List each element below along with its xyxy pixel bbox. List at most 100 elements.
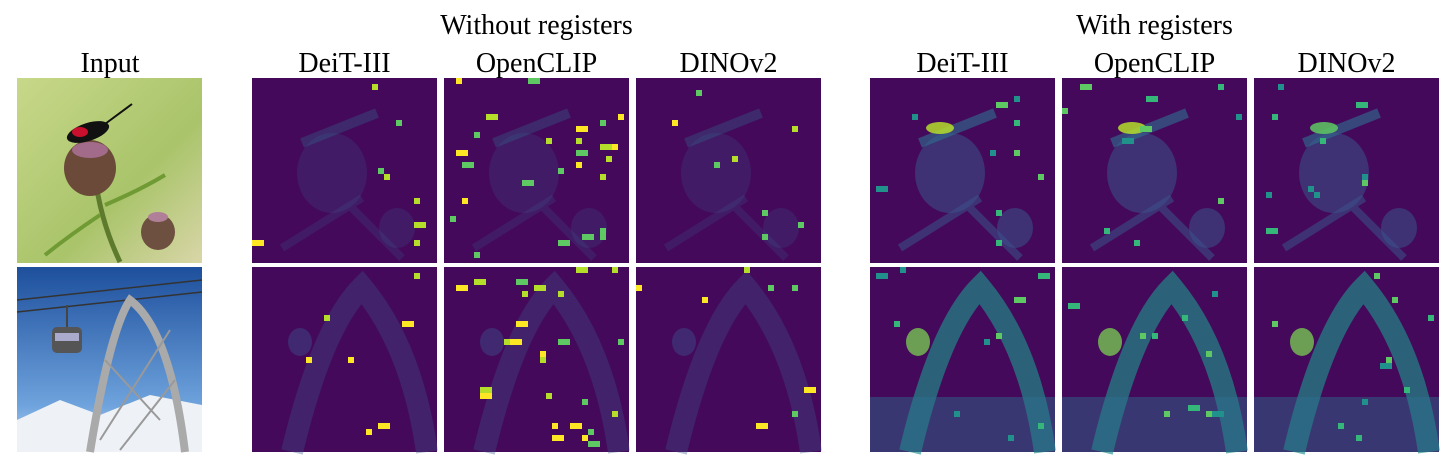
attention-map xyxy=(1254,78,1439,263)
map-patch xyxy=(372,84,378,90)
map-patch xyxy=(516,279,528,285)
map-patch xyxy=(600,120,606,126)
map-patch xyxy=(588,429,594,435)
map-patch xyxy=(1308,186,1314,192)
map-patch xyxy=(714,162,720,168)
map-feature xyxy=(672,328,696,356)
map-patch xyxy=(1362,174,1368,180)
map-patch xyxy=(1146,96,1158,102)
map-feature xyxy=(473,270,630,455)
group-title: With registers xyxy=(1076,10,1233,41)
map-patch xyxy=(600,234,606,240)
map-patch xyxy=(1140,333,1146,339)
map-patch xyxy=(762,210,768,216)
map-feature xyxy=(1381,208,1417,248)
map-feature xyxy=(897,194,1023,261)
map-patch xyxy=(876,273,888,279)
map-feature xyxy=(997,208,1033,248)
map-patch xyxy=(384,174,390,180)
column-label: DeiT-III xyxy=(916,48,1008,79)
map-patch xyxy=(1392,297,1398,303)
map-patch xyxy=(1272,321,1278,327)
map-patch xyxy=(546,393,552,399)
column-label: DINOv2 xyxy=(1298,48,1396,79)
map-patch xyxy=(1080,84,1092,90)
map-patch xyxy=(1164,411,1170,417)
map-feature xyxy=(665,270,822,455)
map-patch xyxy=(558,339,570,345)
map-patch xyxy=(1038,423,1044,429)
map-patch xyxy=(1104,228,1110,234)
map-patch xyxy=(798,222,804,228)
map-patch xyxy=(762,234,768,240)
map-patch xyxy=(480,393,492,399)
map-patch xyxy=(402,321,414,327)
map-feature xyxy=(571,208,607,248)
attention-map xyxy=(636,78,821,263)
map-patch xyxy=(1206,351,1212,357)
map-feature xyxy=(1283,270,1440,455)
map-feature xyxy=(1091,270,1248,455)
map-patch xyxy=(702,297,708,303)
map-patch xyxy=(1152,333,1158,339)
map-patch xyxy=(606,156,612,162)
map-patch xyxy=(348,357,354,363)
map-feature xyxy=(288,328,312,356)
map-patch xyxy=(1014,150,1020,156)
attention-map xyxy=(252,267,438,455)
map-feature xyxy=(684,108,763,148)
map-patch xyxy=(558,168,564,174)
map-bg xyxy=(636,267,821,452)
map-patch xyxy=(996,240,1002,246)
map-patch xyxy=(1014,297,1026,303)
map-patch xyxy=(900,267,906,273)
map-patch xyxy=(366,429,372,435)
attention-map xyxy=(1062,78,1247,263)
column-label: OpenCLIP xyxy=(476,48,597,79)
map-feature xyxy=(279,194,405,261)
map-feature xyxy=(1062,397,1247,452)
map-patch xyxy=(378,168,384,174)
map-patch xyxy=(1218,84,1224,90)
map-patch xyxy=(600,174,606,180)
map-patch xyxy=(414,222,426,228)
map-patch xyxy=(804,387,816,393)
map-patch xyxy=(1380,363,1392,369)
group-title: Without registers xyxy=(440,10,633,41)
map-patch xyxy=(324,315,330,321)
map-patch xyxy=(486,114,498,120)
attention-map xyxy=(252,78,437,263)
map-patch xyxy=(252,240,264,246)
map-feature xyxy=(899,270,1056,455)
map-patch xyxy=(792,411,798,417)
map-patch xyxy=(756,423,768,429)
map-patch xyxy=(1134,240,1140,246)
map-patch xyxy=(636,285,642,291)
map-patch xyxy=(1212,411,1224,417)
attention-map xyxy=(1254,267,1440,455)
map-patch xyxy=(576,162,582,168)
map-patch xyxy=(1356,435,1362,441)
map-patch xyxy=(732,156,738,162)
column-label: OpenCLIP xyxy=(1094,48,1215,79)
map-bg xyxy=(252,78,437,263)
map-patch xyxy=(618,114,624,120)
map-patch xyxy=(1362,399,1368,405)
map-patch xyxy=(546,138,552,144)
map-feature xyxy=(663,194,789,261)
map-patch xyxy=(582,435,588,441)
map-patch xyxy=(576,138,582,144)
map-patch xyxy=(1404,387,1410,393)
map-feature xyxy=(1310,122,1338,134)
map-patch xyxy=(474,252,480,258)
map-patch xyxy=(894,321,900,327)
map-patch xyxy=(1008,435,1014,441)
map-patch xyxy=(480,387,492,393)
map-patch xyxy=(558,291,564,297)
map-patch xyxy=(1182,315,1188,321)
map-feature xyxy=(906,328,930,356)
input-image xyxy=(17,78,202,264)
map-patch xyxy=(672,120,678,126)
map-feature xyxy=(1098,328,1122,356)
map-bg xyxy=(444,78,629,263)
